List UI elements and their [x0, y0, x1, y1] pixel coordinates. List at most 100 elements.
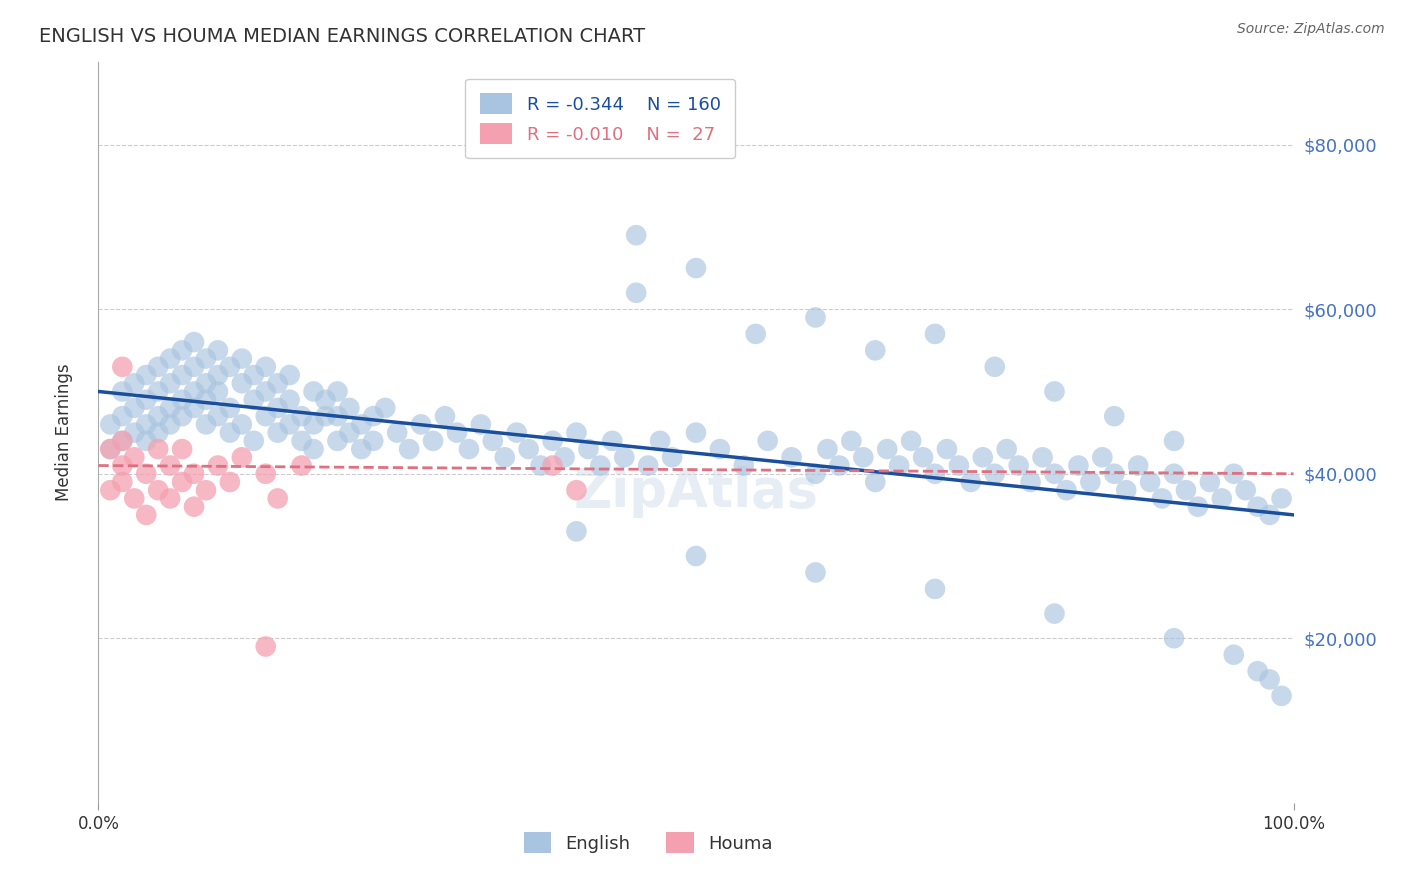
Point	[398, 442, 420, 456]
Point	[876, 442, 898, 456]
Point	[1032, 450, 1054, 465]
Point	[302, 384, 325, 399]
Point	[613, 450, 636, 465]
Point	[841, 434, 863, 448]
Point	[124, 425, 146, 440]
Point	[411, 417, 433, 432]
Point	[554, 450, 576, 465]
Point	[98, 483, 122, 498]
Point	[470, 417, 492, 432]
Point	[1019, 475, 1042, 489]
Point	[756, 434, 779, 448]
Point	[626, 228, 648, 243]
Point	[172, 368, 194, 382]
Point	[231, 450, 253, 465]
Point	[578, 442, 600, 456]
Point	[267, 425, 290, 440]
Point	[924, 326, 946, 341]
Point	[159, 401, 181, 415]
Legend: English, Houma: English, Houma	[516, 825, 780, 861]
Point	[1271, 689, 1294, 703]
Point	[219, 359, 242, 374]
Point	[326, 384, 349, 399]
Point	[1247, 664, 1270, 678]
Point	[148, 483, 170, 498]
Point	[1104, 467, 1126, 481]
Point	[1067, 458, 1090, 473]
Point	[530, 458, 553, 473]
Point	[1128, 458, 1150, 473]
Point	[278, 368, 301, 382]
Point	[207, 368, 229, 382]
Point	[124, 450, 146, 465]
Point	[481, 434, 505, 448]
Point	[278, 417, 301, 432]
Point	[159, 458, 181, 473]
Point	[219, 475, 242, 489]
Point	[804, 467, 827, 481]
Point	[183, 467, 205, 481]
Point	[135, 417, 157, 432]
Point	[124, 376, 146, 391]
Point	[363, 434, 385, 448]
Point	[291, 409, 314, 424]
Point	[972, 450, 994, 465]
Point	[1008, 458, 1031, 473]
Point	[363, 409, 385, 424]
Point	[1247, 500, 1270, 514]
Point	[1152, 491, 1174, 506]
Point	[159, 351, 181, 366]
Point	[924, 467, 946, 481]
Point	[278, 392, 301, 407]
Point	[1187, 500, 1209, 514]
Point	[350, 442, 373, 456]
Point	[865, 343, 887, 358]
Point	[1163, 467, 1185, 481]
Point	[291, 458, 314, 473]
Point	[434, 409, 457, 424]
Point	[195, 351, 218, 366]
Point	[243, 392, 266, 407]
Point	[517, 442, 540, 456]
Point	[458, 442, 481, 456]
Point	[1043, 607, 1066, 621]
Point	[172, 442, 194, 456]
Point	[1139, 475, 1161, 489]
Point	[326, 409, 349, 424]
Point	[302, 442, 325, 456]
Point	[243, 434, 266, 448]
Point	[984, 467, 1007, 481]
Point	[541, 434, 564, 448]
Point	[207, 384, 229, 399]
Point	[900, 434, 922, 448]
Point	[1258, 673, 1281, 687]
Point	[589, 458, 612, 473]
Point	[1211, 491, 1233, 506]
Point	[1271, 491, 1294, 506]
Point	[602, 434, 624, 448]
Point	[1115, 483, 1137, 498]
Point	[1104, 409, 1126, 424]
Point	[207, 343, 229, 358]
Point	[172, 343, 194, 358]
Point	[291, 434, 314, 448]
Point	[98, 442, 122, 456]
Point	[183, 401, 205, 415]
Point	[219, 425, 242, 440]
Point	[302, 417, 325, 432]
Point	[148, 409, 170, 424]
Point	[648, 434, 672, 448]
Point	[709, 442, 731, 456]
Point	[243, 368, 266, 382]
Point	[984, 359, 1007, 374]
Point	[111, 458, 134, 473]
Point	[1056, 483, 1078, 498]
Point	[446, 425, 468, 440]
Point	[565, 483, 588, 498]
Point	[1043, 384, 1066, 399]
Point	[852, 450, 875, 465]
Point	[195, 392, 218, 407]
Point	[506, 425, 529, 440]
Point	[565, 524, 588, 539]
Point	[780, 450, 803, 465]
